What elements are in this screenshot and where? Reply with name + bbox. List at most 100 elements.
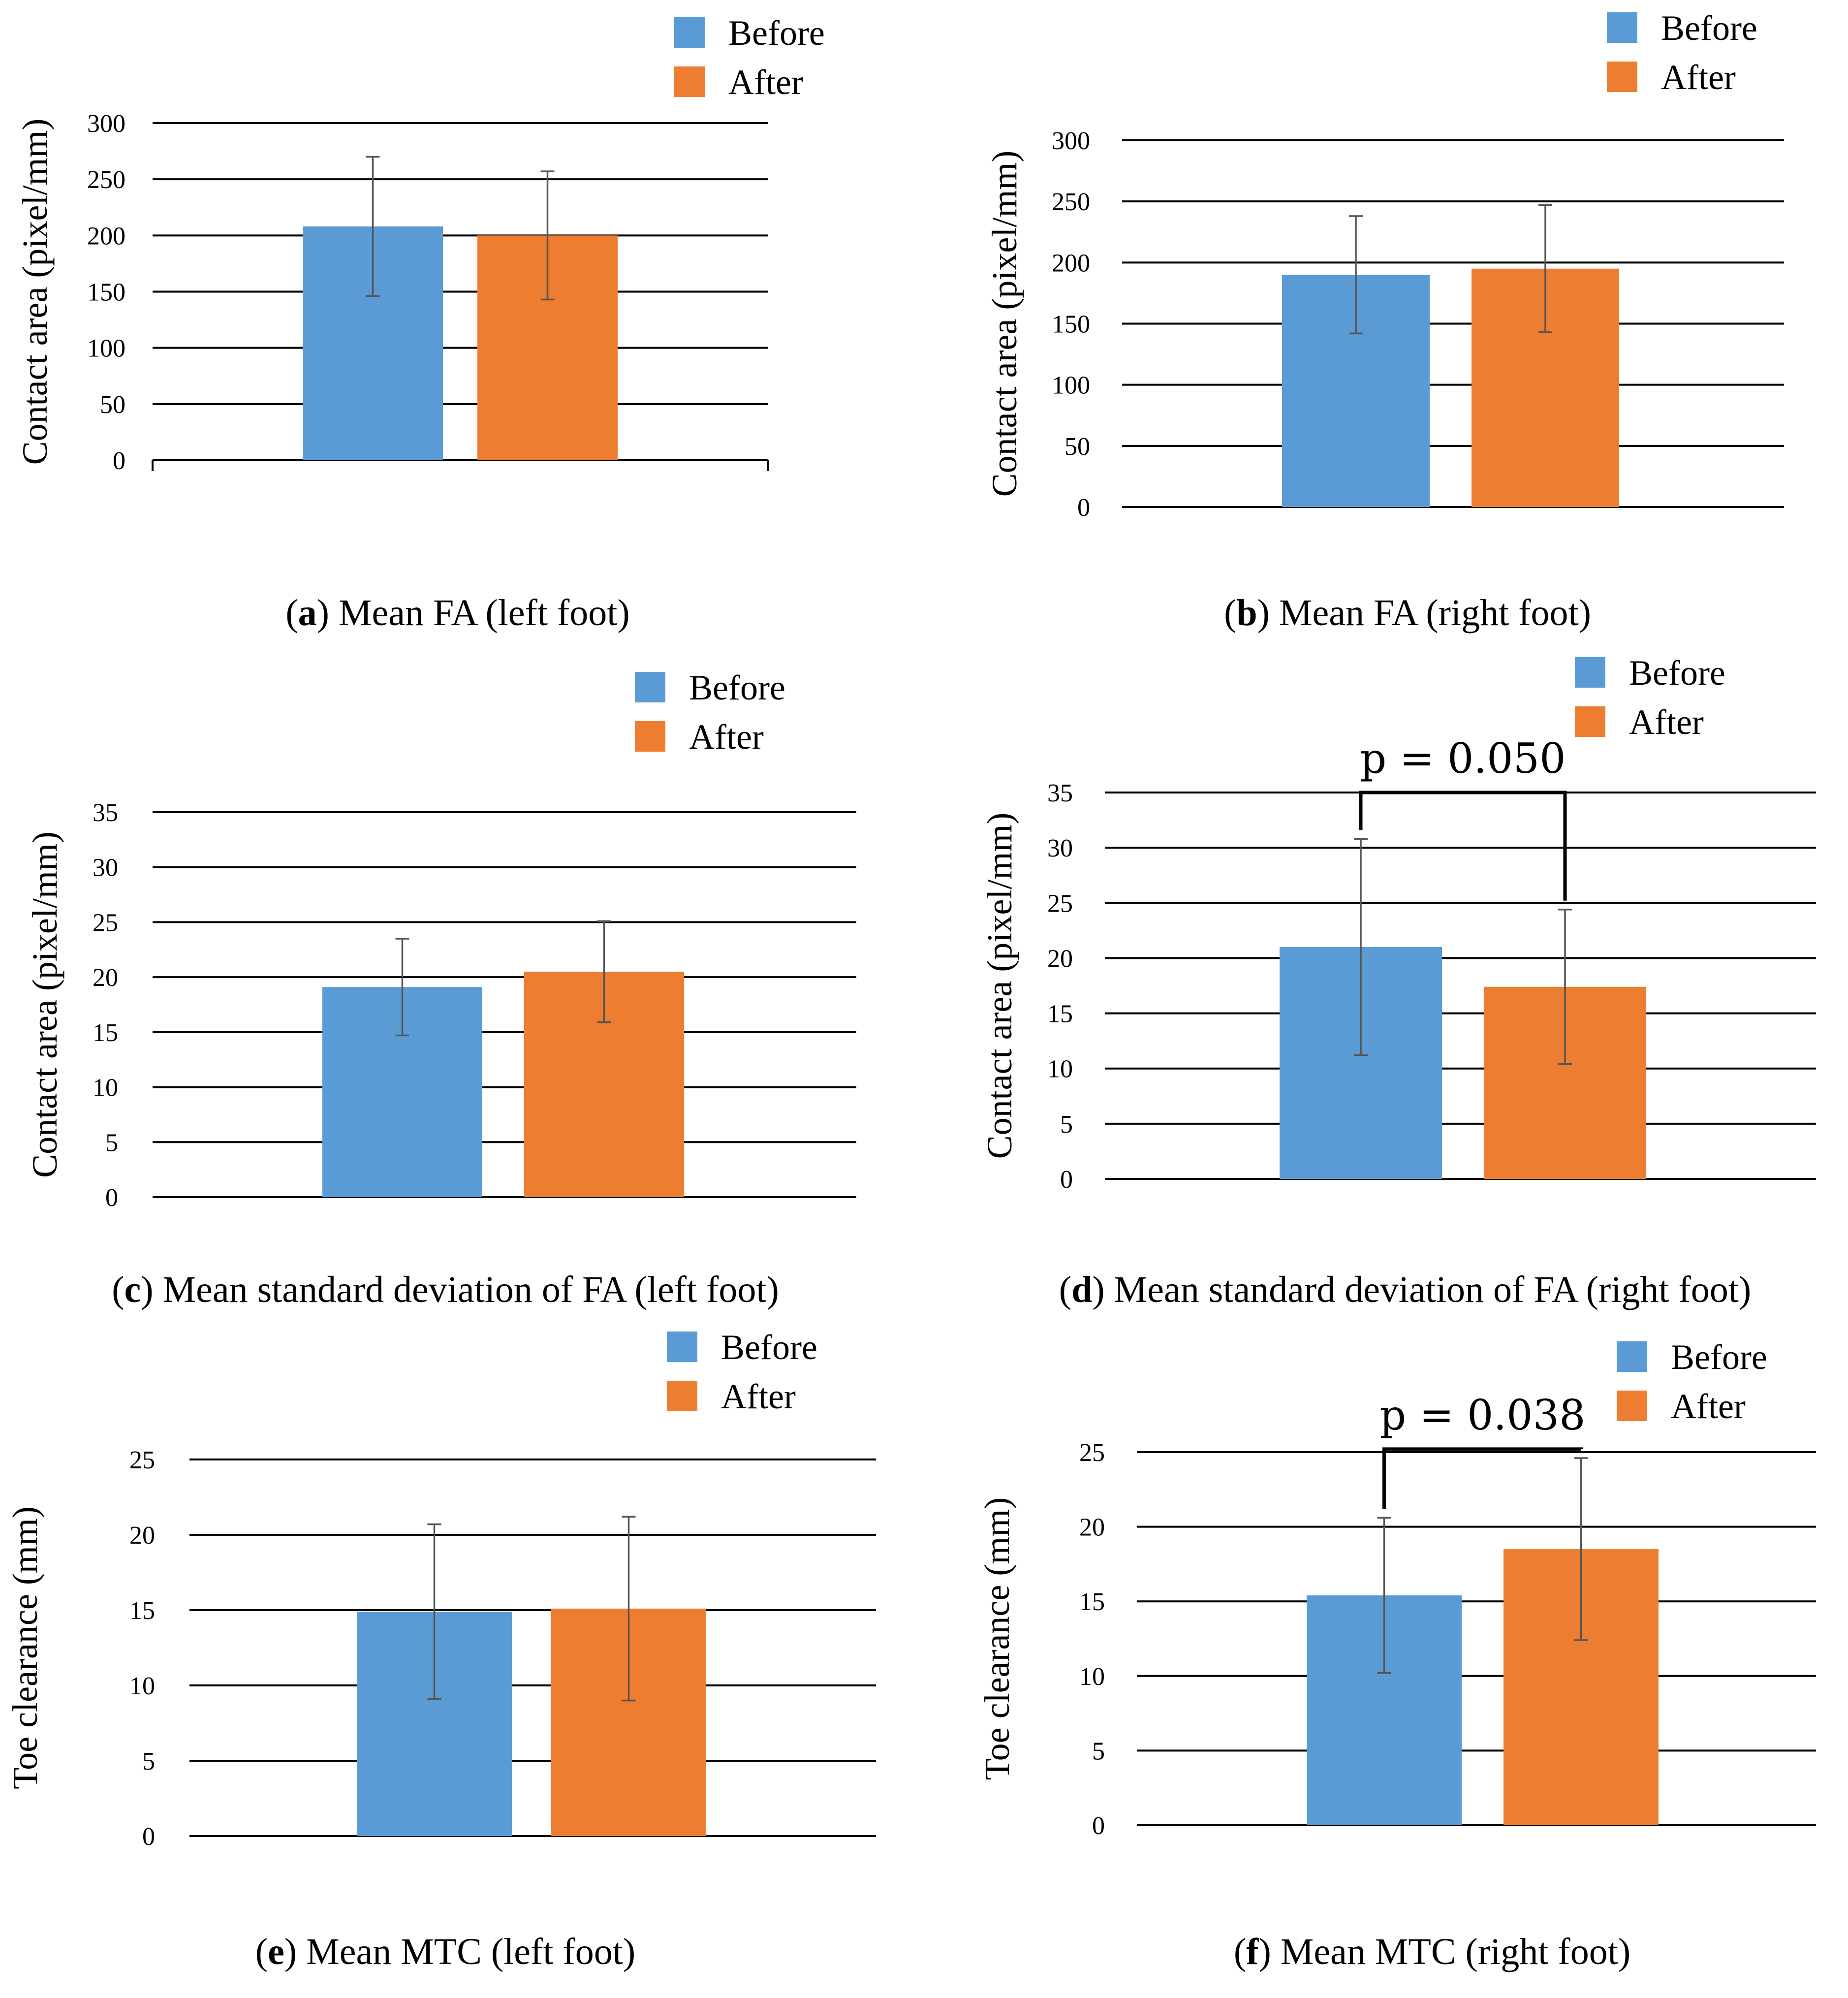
legend-swatch-after	[635, 721, 665, 752]
y-tick-label: 100	[87, 335, 125, 363]
y-tick-label: 0	[142, 1823, 155, 1851]
y-axis-label: Toe clearance (mm)	[977, 1497, 1017, 1780]
panel-letter: b	[1236, 592, 1257, 634]
legend-label-after: After	[1671, 1387, 1746, 1426]
y-tick-label: 10	[129, 1672, 155, 1700]
panel-title: ) Mean MTC (right foot)	[1259, 1931, 1631, 1972]
legend-swatch-after	[674, 66, 705, 97]
y-tick-label: 200	[1052, 249, 1090, 277]
y-tick-label: 150	[1052, 311, 1090, 339]
panel-letter: c	[125, 1269, 141, 1310]
y-tick-label: 250	[1052, 188, 1090, 216]
y-tick-label: 50	[1065, 433, 1090, 461]
y-tick-label: 100	[1052, 372, 1090, 400]
legend-label-after: After	[728, 63, 803, 102]
y-tick-label: 0	[1092, 1812, 1105, 1840]
y-tick-label: 25	[129, 1446, 155, 1474]
y-tick-label: 300	[1052, 127, 1090, 155]
legend-label-before: Before	[1629, 653, 1725, 693]
y-tick-label: 250	[87, 166, 125, 194]
significance-label: p = 0.050	[1360, 734, 1566, 783]
y-tick-label: 5	[142, 1747, 155, 1776]
legend-swatch-after	[667, 1381, 697, 1411]
y-axis-label: Contact area (pixel/mm)	[25, 831, 64, 1178]
y-tick-label: 10	[1047, 1055, 1073, 1083]
y-tick-label: 15	[1079, 1588, 1105, 1616]
panel-caption: (e) Mean MTC (left foot)	[255, 1931, 635, 1972]
legend-swatch-before	[674, 17, 705, 48]
y-tick-label: 5	[1060, 1110, 1073, 1139]
legend-label-before: Before	[728, 13, 825, 53]
legend-swatch-before	[635, 672, 665, 702]
legend-label-before: Before	[1671, 1337, 1767, 1377]
legend-label-after: After	[721, 1377, 796, 1416]
y-tick-label: 20	[129, 1522, 155, 1550]
panel-title: ) Mean standard deviation of FA (left fo…	[141, 1269, 779, 1310]
legend-swatch-before	[1607, 12, 1637, 43]
panel-title: ) Mean FA (right foot)	[1257, 592, 1591, 634]
legend-label-after: After	[1629, 702, 1704, 742]
y-axis-label: Contact area (pixel/mm)	[985, 151, 1024, 497]
panel-title: ) Mean standard deviation of FA (right f…	[1092, 1269, 1751, 1310]
y-tick-label: 300	[87, 110, 125, 138]
y-tick-label: 25	[1047, 889, 1073, 918]
legend-swatch-after	[1617, 1391, 1647, 1421]
chart-panel-c: 0 5 10 15 20 25 30 35 Contact area (pixel/mm) Bef…	[25, 668, 856, 1310]
panel-letter: f	[1246, 1931, 1259, 1972]
chart-panel-a: 0 50 100 150 200 250 300 Contact area (pixel/mm…	[15, 13, 825, 634]
panel-title: ) Mean MTC (left foot)	[284, 1931, 635, 1972]
legend-swatch-before	[1617, 1341, 1647, 1372]
y-tick-label: 5	[1092, 1737, 1105, 1765]
chart-panel-e: 0 5 10 15 20 25 Toe clearance (mm) Before After (…	[5, 1328, 876, 1972]
legend-label-after: After	[1661, 58, 1736, 97]
y-tick-label: 0	[113, 447, 125, 475]
panel-caption: (b) Mean FA (right foot)	[1224, 592, 1591, 634]
y-tick-label: 15	[93, 1019, 118, 1047]
panel-letter: e	[268, 1931, 284, 1972]
y-tick-label: 25	[1079, 1439, 1105, 1467]
panel-letter: a	[298, 592, 317, 634]
panel-caption: (f) Mean MTC (right foot)	[1234, 1931, 1630, 1972]
y-tick-label: 200	[87, 222, 125, 250]
y-tick-label: 0	[105, 1184, 118, 1212]
significance-bracket	[1382, 1447, 1583, 1509]
significance-label: p = 0.038	[1379, 1391, 1585, 1439]
y-tick-label: 50	[100, 391, 125, 419]
y-axis-label: Toe clearance (mm)	[5, 1506, 45, 1789]
panel-caption: (a) Mean FA (left foot)	[285, 592, 629, 634]
y-tick-label: 20	[93, 964, 118, 992]
y-tick-label: 25	[93, 909, 118, 937]
y-tick-label: 10	[93, 1074, 118, 1102]
legend-swatch-before	[667, 1332, 697, 1362]
legend-label-before: Before	[721, 1328, 817, 1367]
legend-swatch-after	[1575, 706, 1605, 737]
y-tick-label: 35	[93, 799, 118, 827]
y-tick-label: 5	[105, 1129, 118, 1157]
y-tick-label: 20	[1079, 1514, 1105, 1542]
y-axis-label: Contact area (pixel/mm)	[15, 119, 55, 465]
chart-panel-b: 0 50 100 150 200 250 300 Contact area (pixel/mm…	[985, 8, 1784, 634]
significance-bracket	[1359, 791, 1567, 901]
y-tick-label: 35	[1047, 779, 1073, 807]
chart-panel-f: 0 5 10 15 20 25 Toe clearance (mm) p = 0.038 Bef…	[977, 1337, 1816, 1972]
y-tick-label: 15	[1047, 1000, 1073, 1028]
y-tick-label: 30	[1047, 834, 1073, 862]
legend-swatch-after	[1607, 62, 1637, 92]
y-tick-label: 15	[129, 1597, 155, 1625]
y-axis-label: Contact area (pixel/mm)	[980, 813, 1019, 1159]
y-tick-label: 150	[87, 279, 125, 307]
panel-caption: (c) Mean standard deviation of FA (left …	[112, 1269, 779, 1310]
panel-title: ) Mean FA (left foot)	[317, 592, 630, 634]
y-tick-label: 20	[1047, 945, 1073, 973]
y-tick-label: 10	[1079, 1663, 1105, 1691]
panel-caption: (d) Mean standard deviation of FA (right…	[1059, 1269, 1751, 1310]
chart-panel-d: 0 5 10 15 20 25 30 35 Contact area (pixel/mm) p =…	[980, 653, 1816, 1310]
legend-swatch-before	[1575, 657, 1605, 688]
legend-label-before: Before	[689, 668, 785, 707]
y-tick-label: 0	[1077, 494, 1090, 522]
panel-letter: d	[1071, 1269, 1092, 1310]
legend-label-before: Before	[1661, 8, 1757, 48]
y-tick-label: 0	[1060, 1166, 1073, 1194]
y-tick-label: 30	[93, 854, 118, 882]
